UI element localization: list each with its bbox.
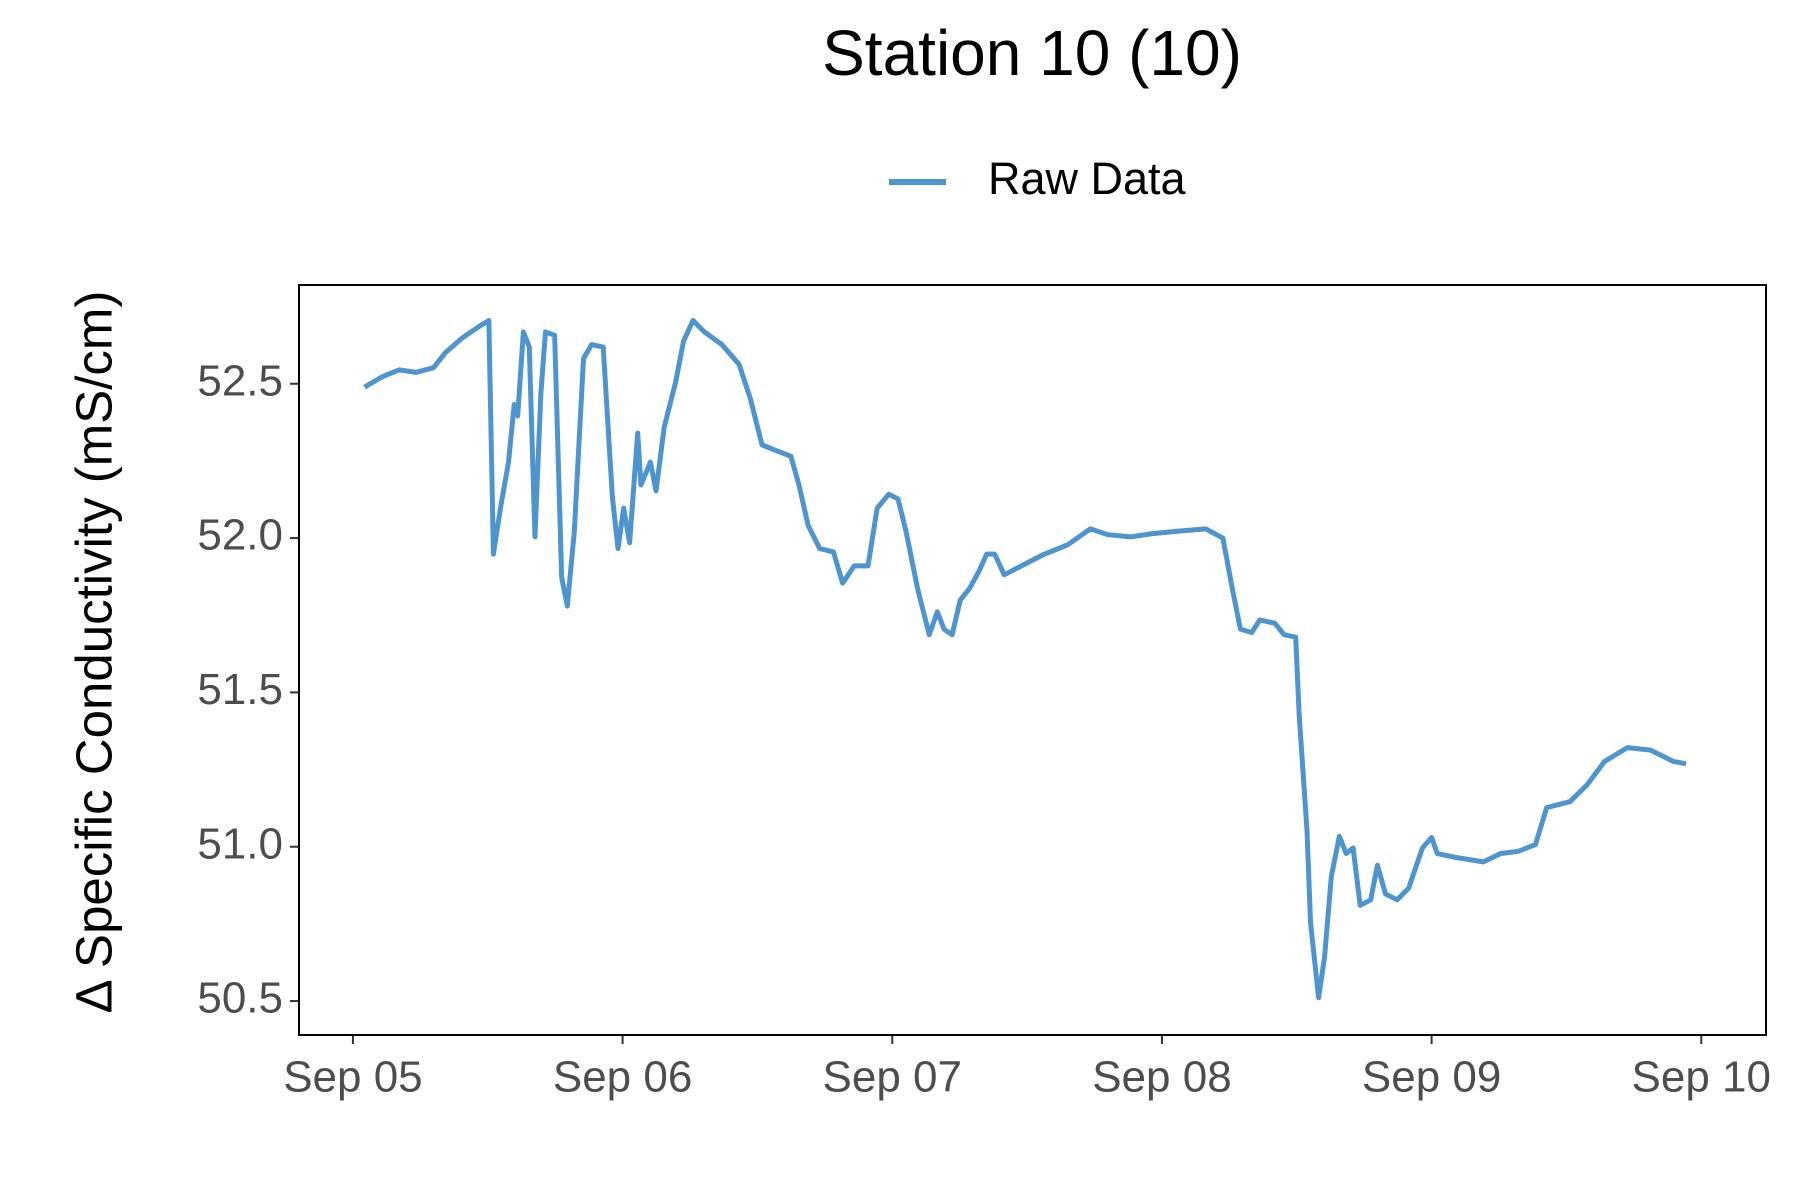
y-tick-label: 52.0 xyxy=(197,511,283,560)
legend-label: Raw Data xyxy=(988,153,1187,204)
x-tick-label: Sep 06 xyxy=(553,1053,692,1102)
y-tick-label: 51.0 xyxy=(197,819,283,868)
x-tick-label: Sep 08 xyxy=(1092,1053,1231,1102)
x-tick-label: Sep 07 xyxy=(823,1053,962,1102)
x-tick-label: Sep 05 xyxy=(283,1053,422,1102)
x-tick-label: Sep 09 xyxy=(1362,1053,1501,1102)
chart-title: Station 10 (10) xyxy=(822,17,1242,89)
x-tick-label: Sep 10 xyxy=(1632,1053,1771,1102)
plot-frame xyxy=(298,284,1767,1036)
y-axis-title: Δ Specific Conductivity (mS/cm) xyxy=(65,291,122,1014)
y-tick-label: 52.5 xyxy=(197,356,283,405)
y-tick-label: 51.5 xyxy=(197,665,283,714)
data-line xyxy=(363,317,1687,1001)
y-tick-label: 50.5 xyxy=(197,974,283,1023)
